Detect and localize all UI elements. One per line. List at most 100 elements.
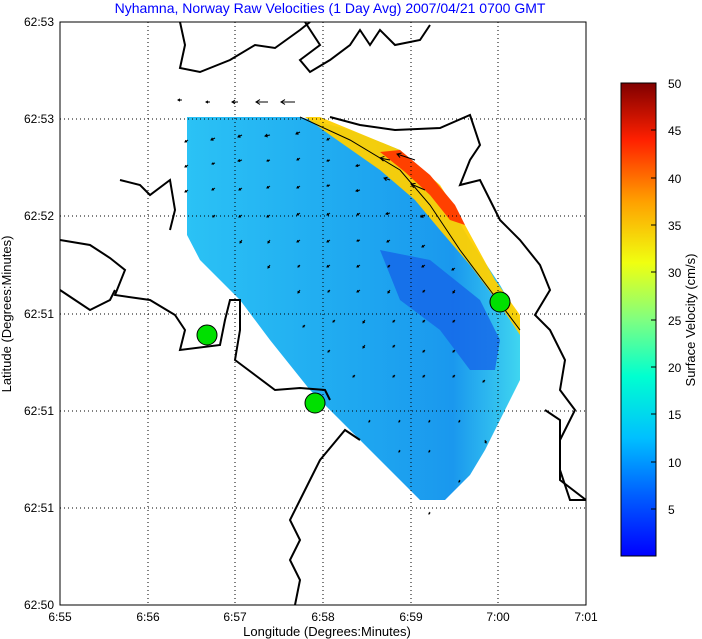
velocity-vector [238, 187, 243, 191]
colorbar-tick-label: 50 [668, 77, 682, 91]
colorbar-tick-label: 10 [668, 456, 682, 470]
station-marker-2 [304, 392, 326, 414]
velocity-vector [387, 264, 391, 268]
velocity-vector [452, 289, 456, 294]
velocity-vector [297, 289, 301, 294]
colorbar-tick-label: 30 [668, 266, 682, 280]
y-tick-label: 62:53 [24, 15, 54, 29]
velocity-vector [326, 137, 331, 141]
station-marker-3 [489, 291, 511, 313]
coastline-northeast [329, 113, 586, 501]
velocity-vector [458, 419, 461, 423]
y-axis-ticks: 62:50 62:51 62:51 62:51 62:52 62:53 62:5… [24, 15, 54, 612]
velocity-vector [355, 188, 361, 193]
x-tick-label: 6:58 [311, 610, 335, 624]
colorbar-tick-label: 25 [668, 314, 682, 328]
velocity-vector [255, 99, 268, 105]
colorbar-tick-label: 40 [668, 172, 682, 186]
velocity-vector [352, 374, 356, 378]
colorbar-tick-label: 35 [668, 219, 682, 233]
velocity-vector [383, 176, 391, 182]
velocity-vector [484, 439, 487, 444]
velocity-vector [428, 511, 431, 515]
velocity-vector [356, 289, 361, 293]
velocity-vector [267, 264, 271, 269]
velocity-vector [452, 374, 456, 378]
y-tick-label: 62:50 [24, 598, 54, 612]
x-tick-label: 6:55 [48, 610, 72, 624]
fast-current-core [380, 150, 465, 225]
coastline-west [60, 239, 331, 401]
velocity-vector [326, 239, 331, 243]
coastline-west-2 [60, 289, 116, 312]
y-tick-label: 62:51 [24, 501, 54, 515]
velocity-vector [420, 214, 426, 218]
x-axis-label: Longitude (Degrees:Minutes) [243, 624, 411, 639]
velocity-vector [264, 133, 271, 138]
velocity-vector [355, 163, 361, 168]
velocity-vector [362, 344, 366, 349]
velocity-vector [267, 239, 271, 244]
velocity-vector [356, 239, 361, 242]
velocity-vector [422, 374, 426, 378]
velocity-vector [237, 134, 243, 138]
velocity-vector [327, 349, 331, 353]
map-title: Nyhamna, Norway Raw Velocities (1 Day Av… [115, 0, 546, 16]
velocity-vector [177, 98, 182, 102]
velocity-vector [387, 289, 391, 294]
velocity-vector [238, 214, 243, 218]
velocity-vector [295, 131, 301, 135]
y-tick-label: 62:51 [24, 404, 54, 418]
velocity-vector [296, 212, 301, 216]
velocity-vector [451, 267, 456, 271]
velocity-vector [210, 137, 216, 141]
velocity-vector [332, 319, 336, 323]
velocity-vector [421, 244, 426, 248]
x-tick-label: 7:00 [486, 610, 510, 624]
velocity-vector [422, 349, 426, 353]
velocity-vector [396, 152, 416, 161]
x-tick-label: 6:59 [399, 610, 423, 624]
coastline-north-island [298, 22, 431, 74]
velocity-vector [326, 159, 331, 162]
velocity-vector [398, 419, 401, 423]
y-tick-label: 62:53 [24, 112, 54, 126]
coastline-southeast [544, 409, 586, 501]
velocity-vector [326, 212, 331, 216]
y-tick-label: 62:52 [24, 209, 54, 223]
colorbar-tick-label: 20 [668, 361, 682, 375]
velocity-vector [385, 211, 391, 216]
velocity-vector [297, 264, 301, 268]
y-tick-label: 62:51 [24, 307, 54, 321]
velocity-vector [184, 189, 189, 193]
velocity-vector [392, 319, 396, 323]
velocity-vector [266, 159, 271, 162]
velocity-vector [398, 449, 401, 453]
velocity-vectors [177, 98, 487, 515]
velocity-vector [422, 289, 426, 293]
velocity-vector [362, 319, 366, 324]
velocity-vector [482, 379, 486, 383]
shoreline-track [299, 116, 521, 331]
map-area [187, 116, 521, 500]
velocity-vector [386, 239, 391, 243]
velocity-vector [410, 182, 426, 191]
velocity-vector [184, 139, 189, 143]
velocity-vector [296, 239, 301, 243]
velocity-vector [239, 239, 243, 244]
velocity-vector [392, 374, 396, 378]
coastline-southwest [288, 428, 361, 605]
x-tick-label: 7:01 [574, 610, 598, 624]
coastline-north [178, 22, 311, 74]
velocity-vector [211, 187, 216, 191]
velocity-vector [237, 158, 243, 163]
velocity-vector [422, 319, 426, 323]
velocity-vector [356, 264, 361, 268]
colorbar-tick-label: 45 [668, 124, 682, 138]
x-tick-label: 6:57 [223, 610, 247, 624]
velocity-vector [327, 289, 331, 293]
velocity-vector [266, 214, 271, 218]
velocity-vector [326, 264, 331, 268]
x-axis-ticks: 6:55 6:56 6:57 6:58 6:59 7:00 7:01 [48, 610, 598, 624]
